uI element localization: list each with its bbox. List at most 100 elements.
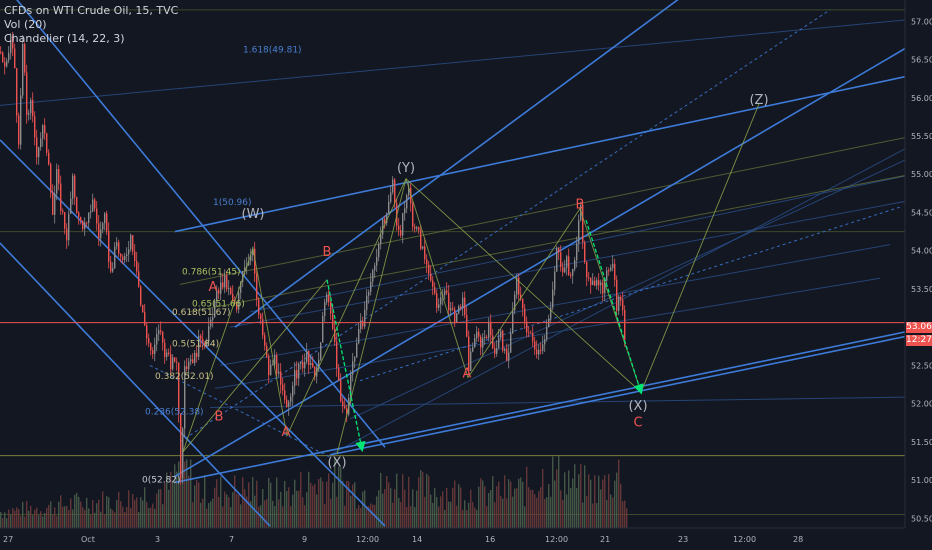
indicator-chandelier[interactable]: Chandelier (14, 22, 3) [4, 32, 125, 45]
volume-bar [192, 502, 194, 528]
candle-body [402, 213, 404, 236]
volume-bar [622, 501, 624, 528]
volume-bar [148, 508, 150, 528]
candle-body [480, 336, 482, 348]
volume-bar [202, 498, 204, 528]
candle-body [472, 347, 474, 352]
candle-body [322, 316, 324, 343]
volume-bar [362, 491, 364, 528]
volume-bar [358, 505, 360, 528]
volume-bar [370, 503, 372, 528]
volume-bar [258, 506, 260, 528]
volume-bar [306, 492, 308, 528]
candle-body [448, 292, 450, 311]
candle-body [250, 255, 252, 261]
candle-body [236, 303, 238, 310]
volume-bar [104, 514, 106, 528]
volume-bar [268, 477, 270, 528]
volume-bar [154, 508, 156, 528]
candle-body [130, 235, 132, 250]
candle-body [598, 280, 600, 286]
volume-bar [404, 489, 406, 528]
candle-body [358, 329, 360, 344]
candle-body [86, 222, 88, 224]
volume-bar [568, 470, 570, 528]
candle-body [568, 256, 570, 276]
price-axis-bg [905, 0, 932, 550]
candle-body [300, 361, 302, 364]
candle-body [350, 374, 352, 398]
volume-bar [472, 501, 474, 528]
candle-body [310, 362, 312, 365]
candle-body [242, 270, 244, 282]
candle-body [428, 264, 430, 274]
volume-bar [314, 484, 316, 528]
volume-bar [206, 508, 208, 528]
indicator-volume[interactable]: Vol (20) [4, 18, 47, 31]
guide-line [0, 19, 905, 106]
candle-body [298, 363, 300, 379]
candle-body [430, 273, 432, 281]
volume-bar [578, 474, 580, 528]
volume-bar [456, 505, 458, 528]
volume-bar [292, 494, 294, 528]
candle-body [174, 357, 176, 362]
volume-bar [522, 481, 524, 528]
candle-body [276, 355, 278, 374]
volume-bar [12, 507, 14, 528]
candle-body [264, 335, 266, 346]
candle-body [420, 230, 422, 249]
candle-body [200, 335, 202, 339]
candle-body [552, 289, 554, 308]
volume-bar [72, 509, 74, 528]
x-tick-label: 7 [229, 535, 234, 544]
candle-body [42, 125, 44, 139]
candle-body [444, 290, 446, 295]
candle-body [46, 133, 48, 153]
candle-body [508, 352, 510, 361]
volume-bar [136, 497, 138, 528]
candles [0, 31, 626, 485]
candle-body [524, 308, 526, 322]
volume-bar [420, 469, 422, 528]
volume-bar [500, 496, 502, 528]
candle-body [454, 309, 456, 323]
candle-body [88, 212, 90, 223]
candle-body [514, 294, 516, 311]
volume-bar [544, 499, 546, 528]
volume-bar [356, 508, 358, 528]
volume-bar [478, 486, 480, 528]
candle-body [146, 325, 148, 339]
candle-body [380, 234, 382, 245]
candle-body [312, 362, 314, 367]
volume-bar [438, 506, 440, 528]
volume-bar [216, 479, 218, 528]
volume-bar [96, 503, 98, 528]
candle-body [96, 208, 98, 224]
volume-bar [364, 490, 366, 528]
volume-bar [424, 496, 426, 528]
candle-body [256, 273, 258, 300]
volume-bar [144, 487, 146, 528]
volume-bar [166, 472, 168, 528]
volume-bar [612, 497, 614, 528]
volume-bar [442, 491, 444, 528]
candle-body [12, 35, 14, 49]
volume-bar [70, 498, 72, 528]
candle-body [168, 352, 170, 355]
candle-body [22, 44, 24, 96]
volume-bar [242, 477, 244, 528]
candle-body [550, 307, 552, 319]
y-tick-label: 51.00 [911, 476, 932, 485]
candle-body [44, 125, 46, 134]
volume-bar [594, 475, 596, 528]
x-tick-label: 23 [678, 535, 688, 544]
volume-bar [116, 500, 118, 528]
volume-bar [584, 465, 586, 528]
volume-bar [432, 502, 434, 528]
volume-bar [380, 472, 382, 528]
volume-bar [464, 500, 466, 528]
candle-body [132, 235, 134, 252]
